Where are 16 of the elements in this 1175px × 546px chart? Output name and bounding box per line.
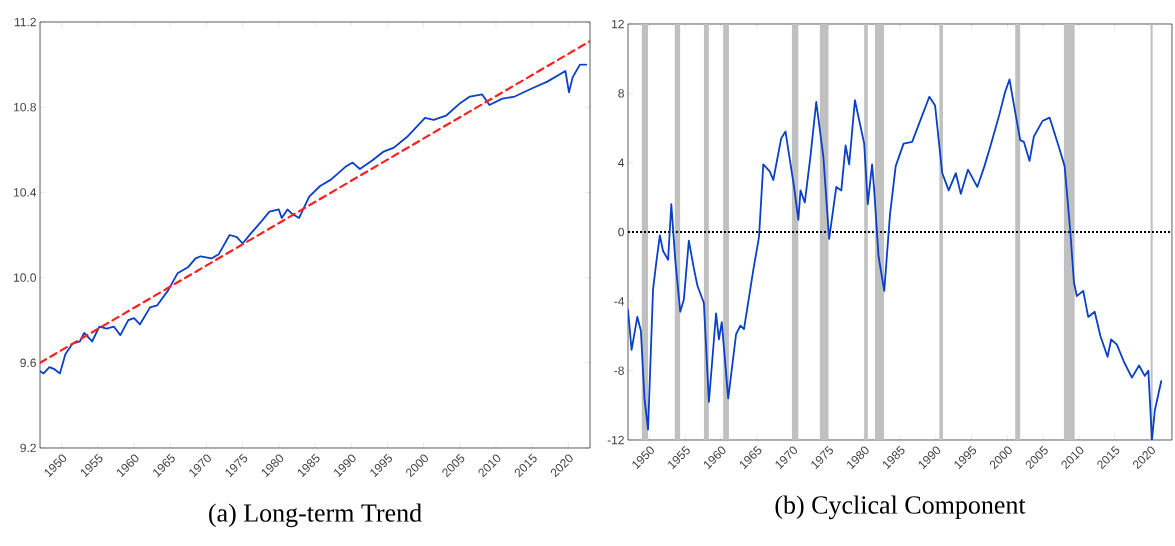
y-tick-label: 0	[618, 227, 625, 237]
y-tick-label: 11.2	[14, 17, 36, 27]
y-tick-label: -12	[607, 435, 624, 445]
y-tick-label: 8	[618, 89, 624, 98]
text: (a) Long-term Trend	[209, 503, 422, 528]
y-tick-label: 10.4	[14, 188, 37, 197]
y-tick-label: -4	[614, 297, 625, 306]
y-tick-label: 10.8	[14, 102, 36, 112]
y-tick-label: 10.0	[14, 273, 37, 282]
y-tick-label: 9.6	[20, 358, 36, 368]
line-series	[628, 78, 1163, 440]
y-tick-label: 9.2	[20, 443, 36, 453]
text: (b) Cyclical Component	[775, 495, 1026, 520]
y-tick-label: 4	[618, 158, 625, 167]
y-tick-label: 12	[612, 19, 624, 29]
y-tick-label: -8	[614, 366, 624, 375]
